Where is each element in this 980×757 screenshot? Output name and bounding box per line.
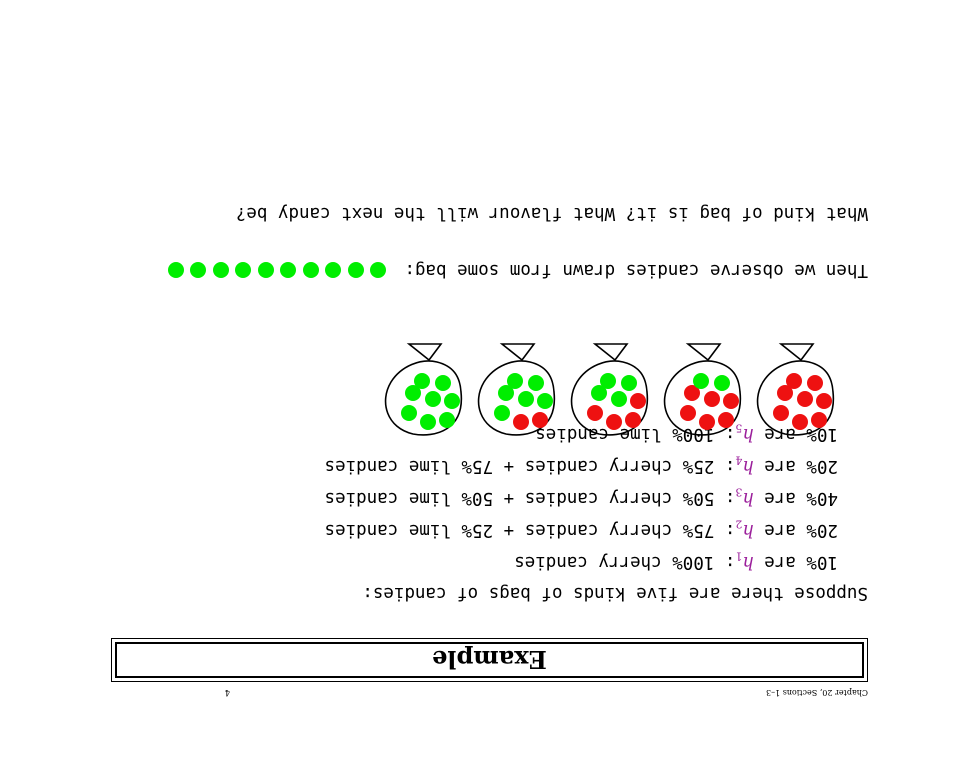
hypothesis-line: 20% are h4: 25% cherry candies + 75% lim… xyxy=(325,454,838,477)
lime-candy xyxy=(405,385,421,401)
bag-outline xyxy=(756,360,835,436)
cherry-candy xyxy=(786,373,802,389)
cherry-candy xyxy=(811,412,827,428)
lime-candy xyxy=(420,414,436,430)
bag-tie xyxy=(406,343,443,362)
cherry-candy xyxy=(718,412,734,428)
cherry-candy xyxy=(606,414,622,430)
cherry-candy xyxy=(704,391,720,407)
lime-candy xyxy=(714,375,730,391)
lime-candy xyxy=(498,385,514,401)
intro-text: Suppose there are five kinds of bags of … xyxy=(362,583,868,603)
hypothesis-percentage: 20% are xyxy=(753,456,838,476)
observed-lime-candy xyxy=(235,262,252,278)
lime-candy xyxy=(494,405,510,421)
lime-candy xyxy=(611,391,627,407)
hypothesis-line: 20% are h2: 75% cherry candies + 25% lim… xyxy=(325,518,838,541)
lime-candy xyxy=(621,375,637,391)
question-text: What kind of bag is it? What flavour wil… xyxy=(235,203,868,223)
hypothesis-index: 1 xyxy=(735,549,743,563)
cherry-candy xyxy=(723,393,739,409)
observed-lime-candy xyxy=(302,262,319,278)
cherry-candy xyxy=(587,405,603,421)
lime-candy xyxy=(414,373,430,389)
title-box-inner: Example xyxy=(115,642,864,678)
bag-tie xyxy=(778,343,815,362)
title-box: Example xyxy=(111,638,868,682)
hypothesis-symbol: h1 xyxy=(735,549,754,573)
observation-text: Then we observe candies drawn from some … xyxy=(404,260,868,280)
slide-title: Example xyxy=(432,645,547,675)
lime-candy xyxy=(444,393,460,409)
hypothesis-symbol: h4 xyxy=(735,453,754,477)
cherry-candy xyxy=(625,412,641,428)
cherry-candy xyxy=(816,393,832,409)
candy-bags xyxy=(384,343,835,436)
observed-lime-candy xyxy=(347,262,364,278)
candy-bag xyxy=(663,343,742,436)
lime-candy xyxy=(425,391,441,407)
hypothesis-line: 10% are h1: 100% cherry candies xyxy=(514,550,838,573)
lime-candy xyxy=(600,373,616,389)
bag-tie xyxy=(499,343,536,362)
hypothesis-percentage: 20% are xyxy=(753,520,838,540)
footer-page-number: 4 xyxy=(224,688,230,697)
lime-candy xyxy=(507,373,523,389)
hypothesis-symbol: h3 xyxy=(735,485,754,509)
cherry-candy xyxy=(773,405,789,421)
bag-outline xyxy=(570,360,649,436)
observed-lime-candy xyxy=(325,262,342,278)
bag-tie xyxy=(685,343,722,362)
cherry-candy xyxy=(513,414,529,430)
hypothesis-line: 40% are h3: 50% cherry candies + 50% lim… xyxy=(325,486,838,509)
bag-outline xyxy=(477,360,556,436)
hypothesis-index: 4 xyxy=(735,453,743,467)
lime-candy xyxy=(401,405,417,421)
hypothesis-index: 3 xyxy=(735,485,743,499)
candy-bag xyxy=(384,343,463,436)
lime-candy xyxy=(528,375,544,391)
hypothesis-description: : 100% cherry candies xyxy=(514,552,736,572)
observation-line: Then we observe candies drawn from some … xyxy=(167,260,868,280)
hypothesis-percentage: 10% are xyxy=(753,552,838,572)
hypothesis-percentage: 40% are xyxy=(753,488,838,508)
cherry-candy xyxy=(680,405,696,421)
observed-lime-candy xyxy=(190,262,207,278)
hypothesis-description: : 50% cherry candies + 50% lime candies xyxy=(324,488,736,508)
cherry-candy xyxy=(699,414,715,430)
lime-candy xyxy=(435,375,451,391)
bag-tie xyxy=(592,343,629,362)
observed-lime-candy xyxy=(280,262,297,278)
hypothesis-description: : 75% cherry candies + 25% lime candies xyxy=(324,520,736,540)
cherry-candy xyxy=(792,414,808,430)
cherry-candy xyxy=(532,412,548,428)
observed-lime-candy xyxy=(167,262,184,278)
observed-lime-candy xyxy=(257,262,274,278)
cherry-candy xyxy=(630,393,646,409)
candy-bag xyxy=(570,343,649,436)
bag-outline xyxy=(384,360,463,436)
candy-bag xyxy=(756,343,835,436)
cherry-candy xyxy=(684,385,700,401)
lime-candy xyxy=(591,385,607,401)
hypothesis-symbol: h2 xyxy=(735,517,754,541)
lime-candy xyxy=(518,391,534,407)
cherry-candy xyxy=(807,375,823,391)
observed-lime-candy xyxy=(212,262,229,278)
lime-candy xyxy=(693,373,709,389)
hypothesis-index: 2 xyxy=(735,517,743,531)
observed-candies xyxy=(167,262,387,278)
candy-bag xyxy=(477,343,556,436)
lime-candy xyxy=(439,412,455,428)
hypothesis-description: : 25% cherry candies + 75% lime candies xyxy=(324,456,736,476)
footer-chapter: Chapter 20, Sections 1–3 xyxy=(765,688,868,697)
lime-candy xyxy=(537,393,553,409)
observed-lime-candy xyxy=(370,262,387,278)
bag-outline xyxy=(663,360,742,436)
cherry-candy xyxy=(797,391,813,407)
cherry-candy xyxy=(777,385,793,401)
